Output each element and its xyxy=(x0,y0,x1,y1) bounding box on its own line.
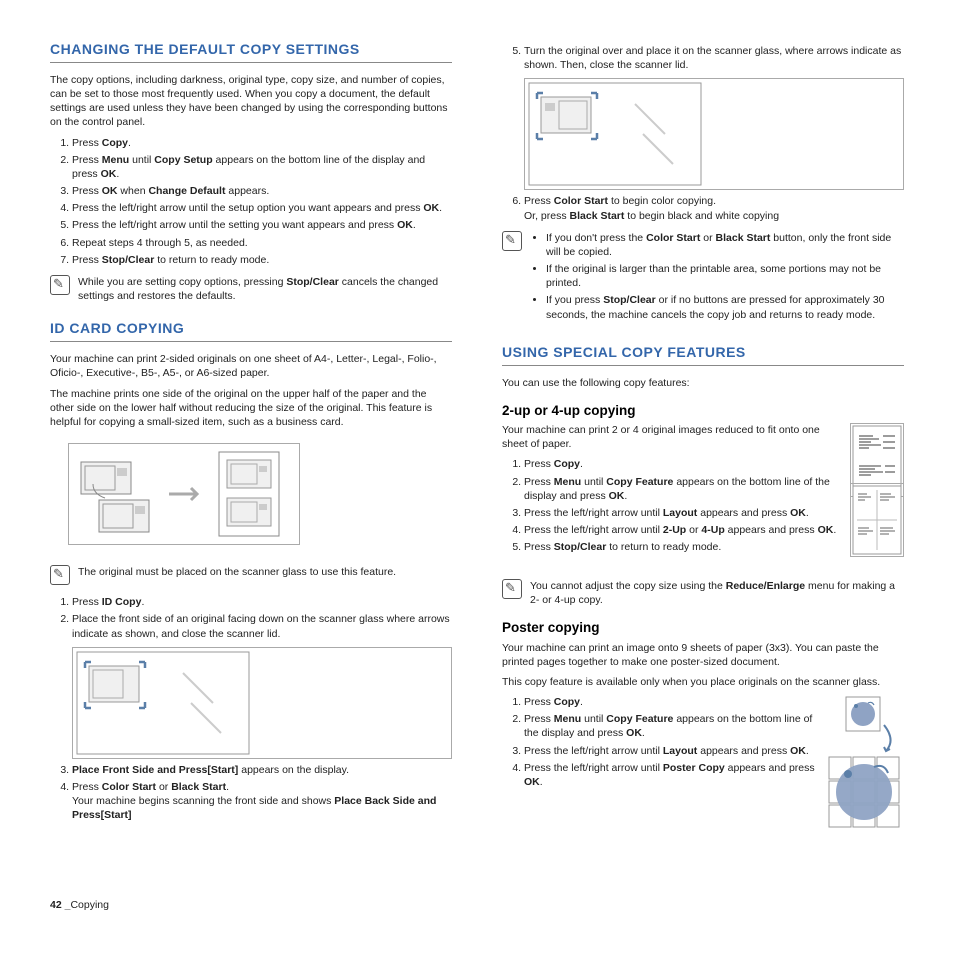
section-heading-special-features: USING SPECIAL COPY FEATURES xyxy=(502,343,904,366)
paragraph: Your machine can print an image onto 9 s… xyxy=(502,641,904,669)
steps-default-copy: Press Copy. Press Menu until Copy Setup … xyxy=(50,136,452,267)
list-item: Turn the original over and place it on t… xyxy=(524,44,904,190)
left-column: CHANGING THE DEFAULT COPY SETTINGS The c… xyxy=(50,40,452,838)
note-text: If you don't press the Color Start or Bl… xyxy=(530,231,904,325)
note-block: You cannot adjust the copy size using th… xyxy=(502,579,904,607)
note-text: You cannot adjust the copy size using th… xyxy=(530,579,904,607)
steps-id-card-cont: Turn the original over and place it on t… xyxy=(502,44,904,223)
note-block: If you don't press the Color Start or Bl… xyxy=(502,231,904,325)
list-item: Press the left/right arrow until Layout … xyxy=(524,506,904,520)
note-icon xyxy=(50,565,70,585)
list-item: Press the left/right arrow until the set… xyxy=(72,201,452,215)
list-item: If you press Stop/Clear or if no buttons… xyxy=(546,293,904,321)
list-item: If the original is larger than the print… xyxy=(546,262,904,290)
scanner-diagram-back xyxy=(524,78,904,190)
list-item: Press the left/right arrow until 2-Up or… xyxy=(524,523,904,537)
list-item: Press OK when Change Default appears. xyxy=(72,184,452,198)
note-icon xyxy=(50,275,70,295)
list-item: Place the front side of an original faci… xyxy=(72,612,452,758)
list-item: Press Stop/Clear to return to ready mode… xyxy=(72,253,452,267)
list-item: Press Menu until Copy Feature appears on… xyxy=(524,475,904,503)
list-item: If you don't press the Color Start or Bl… xyxy=(546,231,904,259)
subsection-2up: 2-up or 4-up copying xyxy=(502,402,904,420)
list-item: Place Front Side and Press[Start] appear… xyxy=(72,763,452,777)
list-item: Press the left/right arrow until the set… xyxy=(72,218,452,232)
page-number: 42 _ xyxy=(50,899,70,911)
section-heading-id-card: ID CARD COPYING xyxy=(50,319,452,342)
section-heading-default-copy: CHANGING THE DEFAULT COPY SETTINGS xyxy=(50,40,452,63)
list-item: Repeat steps 4 through 5, as needed. xyxy=(72,236,452,250)
list-item: Press Copy. xyxy=(524,457,904,471)
paragraph: Your machine can print 2 or 4 original i… xyxy=(502,423,904,451)
footer-label: Copying xyxy=(70,899,109,911)
subsection-poster: Poster copying xyxy=(502,619,904,637)
note-text: The original must be placed on the scann… xyxy=(78,565,452,579)
note-icon xyxy=(502,231,522,251)
note-icon xyxy=(502,579,522,599)
list-item: Press ID Copy. xyxy=(72,595,452,609)
list-item: Press Color Start to begin color copying… xyxy=(524,194,904,222)
note-block: The original must be placed on the scann… xyxy=(50,565,452,585)
id-card-diagram xyxy=(68,443,300,545)
diagram-poster xyxy=(826,695,904,830)
list-item: Press Menu until Copy Setup appears on t… xyxy=(72,153,452,181)
right-column: Turn the original over and place it on t… xyxy=(502,40,904,838)
steps-2up: Press Copy. Press Menu until Copy Featur… xyxy=(502,457,904,554)
note-block: While you are setting copy options, pres… xyxy=(50,275,452,303)
steps-id-card: Press ID Copy. Place the front side of a… xyxy=(50,595,452,822)
paragraph: The machine prints one side of the origi… xyxy=(50,387,452,430)
scanner-diagram-front xyxy=(72,647,452,759)
note-text: While you are setting copy options, pres… xyxy=(78,275,452,303)
paragraph: You can use the following copy features: xyxy=(502,376,904,390)
list-item: Press Stop/Clear to return to ready mode… xyxy=(524,540,904,554)
paragraph: This copy feature is available only when… xyxy=(502,675,904,689)
page-footer: 42 _Copying xyxy=(50,898,904,912)
intro-paragraph: The copy options, including darkness, or… xyxy=(50,73,452,130)
paragraph: Your machine can print 2-sided originals… xyxy=(50,352,452,380)
list-item: Press Color Start or Black Start.Your ma… xyxy=(72,780,452,823)
list-item: Press Copy. xyxy=(72,136,452,150)
diagram-4up xyxy=(850,483,904,557)
